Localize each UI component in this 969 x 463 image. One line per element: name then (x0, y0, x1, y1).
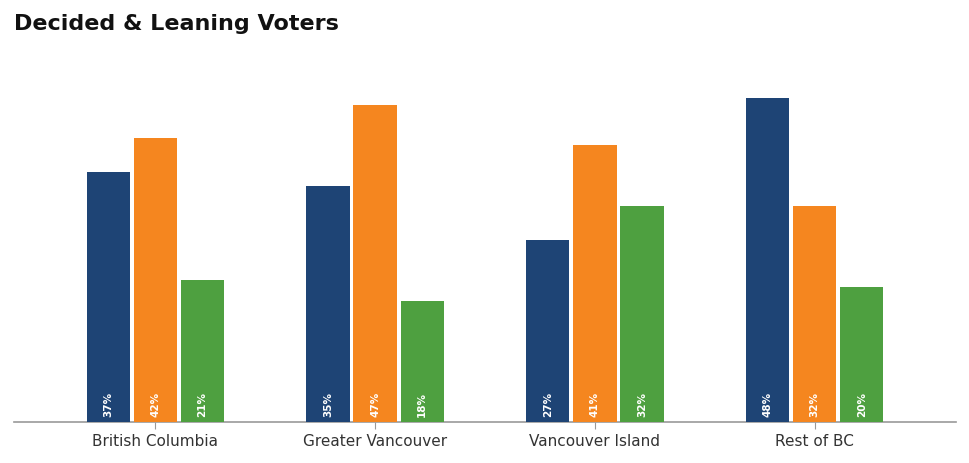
Text: 48%: 48% (762, 392, 772, 417)
Text: Decided & Leaning Voters: Decided & Leaning Voters (14, 14, 338, 34)
Bar (86, 172, 130, 422)
Text: 37%: 37% (103, 392, 113, 417)
Text: 42%: 42% (150, 392, 160, 417)
Bar (180, 281, 224, 422)
Bar (745, 98, 789, 422)
Bar (400, 300, 444, 422)
Text: 47%: 47% (370, 392, 380, 417)
Bar (793, 206, 835, 422)
Text: 27%: 27% (543, 392, 552, 417)
Bar (134, 138, 176, 422)
Text: 21%: 21% (197, 392, 207, 417)
Bar (525, 240, 569, 422)
Bar (620, 206, 663, 422)
Bar (306, 186, 349, 422)
Bar (839, 287, 883, 422)
Text: 32%: 32% (809, 392, 819, 417)
Text: 32%: 32% (637, 392, 646, 417)
Text: 20%: 20% (856, 392, 866, 417)
Text: 18%: 18% (417, 392, 426, 417)
Text: 41%: 41% (589, 392, 599, 417)
Text: 35%: 35% (323, 392, 332, 417)
Bar (353, 105, 396, 422)
Bar (573, 145, 616, 422)
